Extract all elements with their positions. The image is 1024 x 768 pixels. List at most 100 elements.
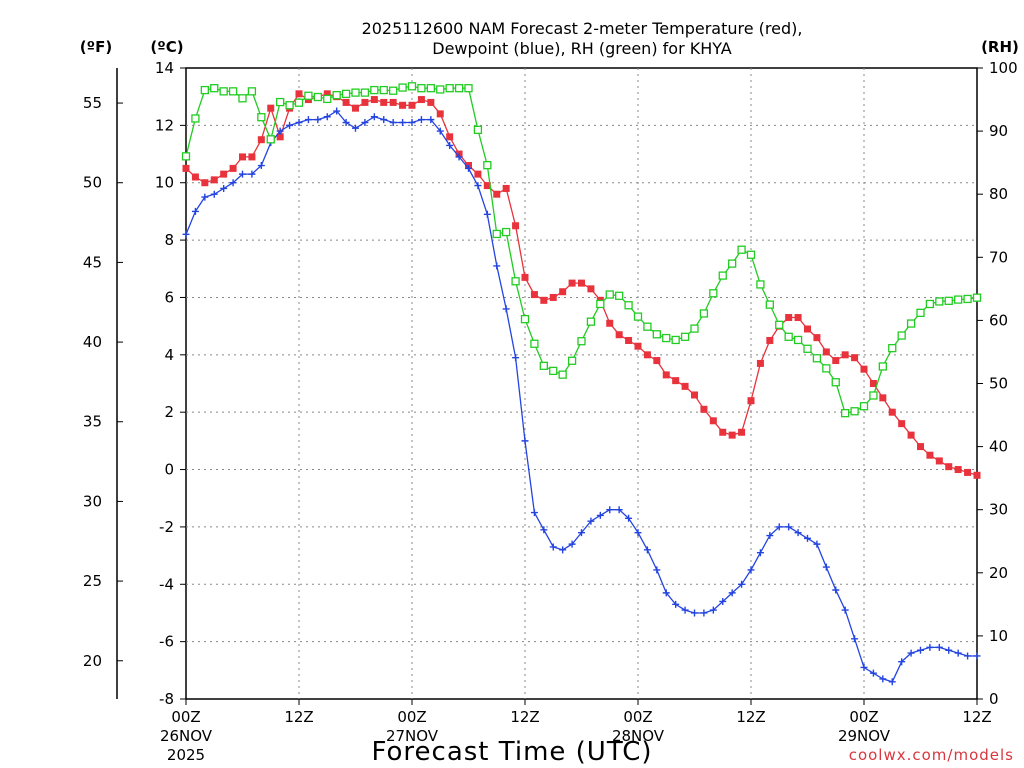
dewpoint-point [860, 663, 868, 671]
dewpoint-point [625, 514, 633, 522]
dewpoint-point [832, 586, 840, 594]
temperature-point [427, 98, 435, 106]
temperature-point [417, 96, 425, 104]
rh-point [746, 250, 756, 259]
rh-point [841, 409, 850, 418]
dewpoint-point [512, 354, 520, 362]
rh-point [577, 337, 586, 346]
dewpoint-point [709, 606, 717, 614]
dewpoint-point [738, 580, 746, 588]
rh-point [850, 407, 859, 416]
temperature-point [493, 190, 501, 198]
rh-tick-label: 0 [989, 690, 999, 708]
dewpoint-point [851, 635, 859, 643]
rh-point [549, 366, 558, 376]
dewpoint-point [785, 523, 793, 531]
temperature-point [295, 90, 303, 98]
temperature-point [973, 471, 981, 479]
temperature-point [521, 273, 529, 281]
dewpoint-point [935, 643, 943, 651]
temperature-point [380, 98, 388, 106]
rh-point [596, 299, 605, 309]
temperature-point [446, 133, 454, 141]
dewpoint-point [493, 262, 501, 270]
temperature-point [945, 463, 953, 471]
dewpoint-point [333, 107, 341, 115]
dewpoint-point [606, 506, 614, 514]
rh-point [285, 101, 294, 110]
temperature-point [700, 405, 708, 413]
dewpoint-point [917, 646, 924, 654]
dewpoint-point [248, 170, 256, 178]
x-date-label: 29NOV [838, 727, 891, 745]
celsius-tick-label: -8 [159, 690, 174, 708]
fahrenheit-tick-label: 30 [83, 492, 102, 510]
dewpoint-point [973, 652, 981, 660]
temperature-point [257, 136, 265, 144]
rh-point [935, 297, 944, 306]
rh-point [897, 331, 906, 340]
rh-tick-label: 60 [989, 311, 1008, 329]
dewpoint-point [220, 184, 228, 192]
rh-point [624, 301, 633, 310]
temperature-point [756, 359, 764, 367]
rh-tick-label: 10 [989, 627, 1008, 645]
temperature-point [879, 394, 887, 402]
dewpoint-point [352, 124, 359, 132]
dewpoint-point [775, 523, 783, 531]
rh-point [737, 245, 746, 254]
temperature-point [888, 408, 896, 416]
celsius-tick-label: 14 [155, 59, 174, 77]
temperature-point [860, 365, 868, 373]
temperature-point [389, 98, 397, 106]
dewpoint-point [257, 162, 265, 170]
chart-subtitle: Dewpoint (blue), RH (green) for KHYA [432, 39, 732, 58]
rh-point [859, 402, 869, 411]
dewpoint-point [286, 121, 294, 129]
temperature-point [794, 314, 802, 322]
rh-point [436, 85, 445, 94]
rh-point [784, 332, 793, 341]
temperature-point [408, 101, 416, 109]
dewpoint-point [295, 118, 303, 126]
dewpoint-point [888, 678, 896, 686]
rh-unit-label: (RH) [981, 38, 1019, 56]
dewpoint-point [201, 193, 209, 201]
dewpoint-point [229, 179, 237, 187]
dewpoint-point [276, 127, 284, 135]
x-year-label: 2025 [167, 746, 205, 764]
fahrenheit-tick-label: 50 [83, 174, 102, 192]
dewpoint-point [342, 118, 350, 126]
rh-point [464, 84, 473, 93]
celsius-tick-label: 6 [164, 288, 174, 306]
rh-point [944, 296, 953, 305]
celsius-tick-label: -2 [159, 518, 174, 536]
dewpoint-point [596, 511, 604, 519]
rh-point [520, 314, 530, 324]
dewpoint-point [643, 546, 651, 554]
rh-point [916, 308, 925, 317]
rh-tick-label: 90 [989, 122, 1008, 140]
temperature-point [568, 279, 576, 287]
temperature-point [851, 354, 859, 362]
x-tick-label: 00Z [849, 708, 878, 726]
rh-point [972, 293, 982, 302]
temperature-point [832, 357, 840, 365]
dewpoint-point [399, 118, 407, 126]
rh-point [332, 90, 341, 100]
rh-point [483, 161, 492, 170]
temperature-point [681, 382, 689, 390]
rh-point [370, 85, 379, 95]
rh-point [728, 259, 737, 268]
rh-point [530, 339, 539, 348]
temperature-point [662, 371, 670, 379]
temperature-point [530, 291, 538, 299]
rh-point [266, 135, 275, 144]
temperature-point [643, 351, 651, 359]
temperature-point [210, 176, 218, 184]
rh-point [605, 290, 614, 299]
temperature-point [822, 348, 830, 356]
x-tick-label: 00Z [623, 708, 652, 726]
fahrenheit-tick-label: 25 [83, 572, 102, 590]
fahrenheit-tick-label: 20 [83, 652, 102, 670]
